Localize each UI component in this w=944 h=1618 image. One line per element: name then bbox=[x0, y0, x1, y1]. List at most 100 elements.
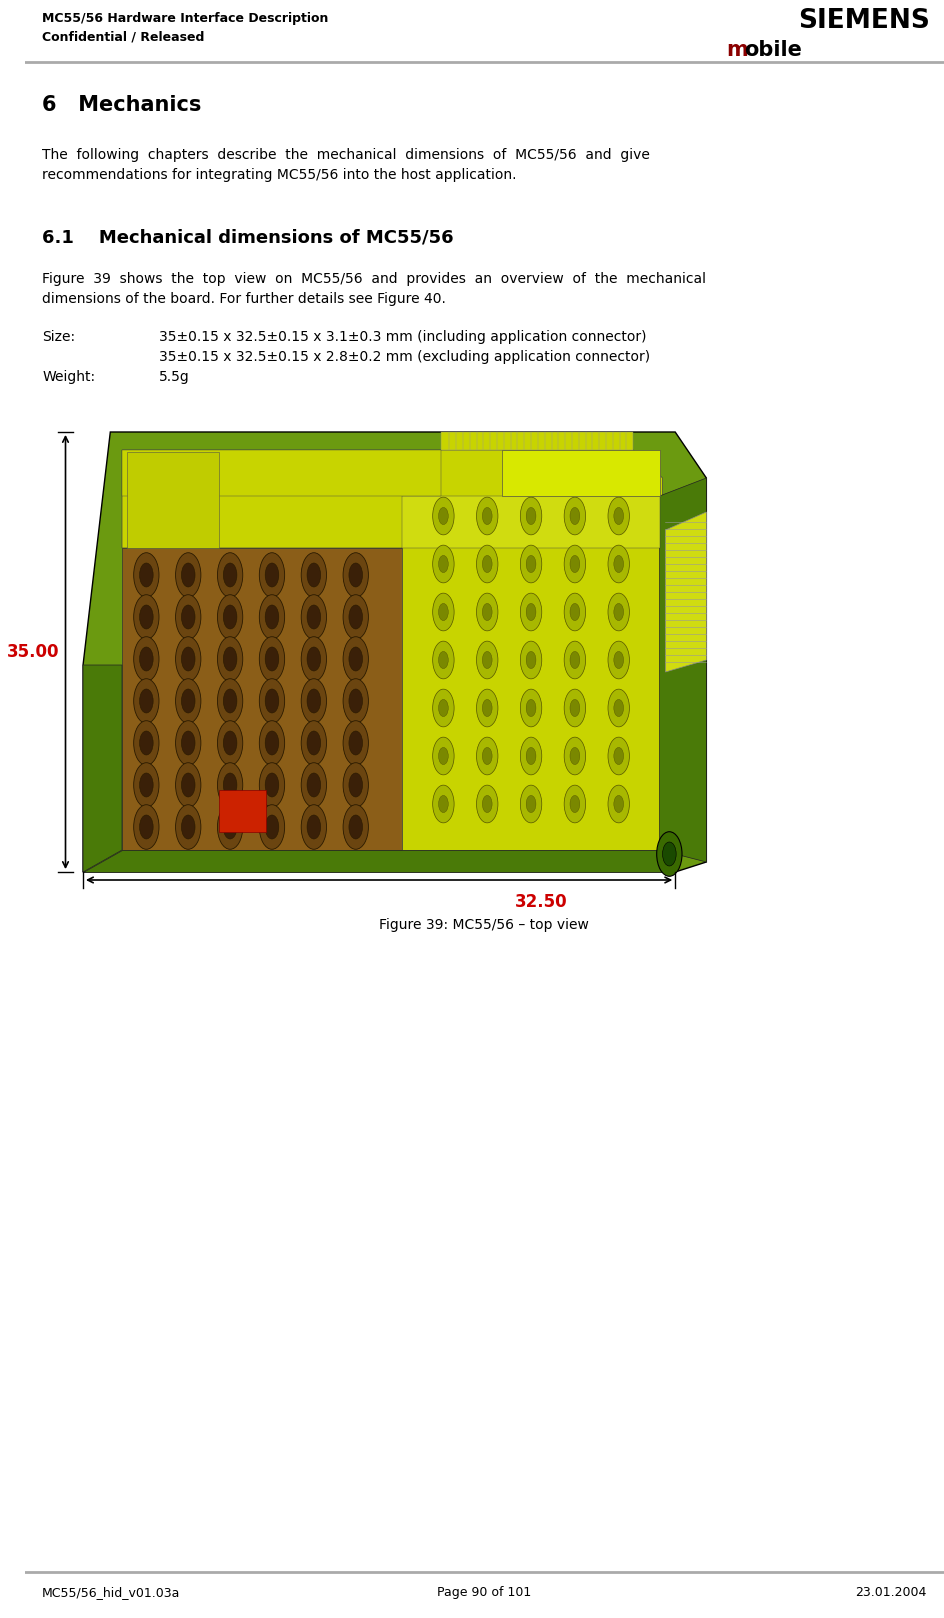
Circle shape bbox=[181, 773, 195, 798]
Circle shape bbox=[608, 545, 630, 582]
Circle shape bbox=[301, 762, 327, 807]
Circle shape bbox=[217, 637, 243, 681]
Circle shape bbox=[349, 563, 362, 587]
Text: 6   Mechanics: 6 Mechanics bbox=[42, 95, 201, 115]
Circle shape bbox=[224, 563, 237, 587]
Circle shape bbox=[526, 748, 536, 765]
Circle shape bbox=[260, 804, 285, 849]
Circle shape bbox=[565, 689, 585, 726]
Circle shape bbox=[217, 804, 243, 849]
Circle shape bbox=[349, 647, 362, 671]
Circle shape bbox=[224, 731, 237, 756]
Circle shape bbox=[477, 738, 497, 775]
Circle shape bbox=[140, 815, 153, 840]
Polygon shape bbox=[402, 497, 660, 549]
Text: Size:: Size: bbox=[42, 330, 76, 345]
Circle shape bbox=[477, 594, 497, 631]
Circle shape bbox=[181, 605, 195, 629]
Polygon shape bbox=[83, 665, 122, 872]
Circle shape bbox=[181, 563, 195, 587]
Circle shape bbox=[565, 594, 585, 631]
Circle shape bbox=[181, 647, 195, 671]
Circle shape bbox=[301, 804, 327, 849]
Circle shape bbox=[307, 647, 321, 671]
Circle shape bbox=[608, 738, 630, 775]
Polygon shape bbox=[83, 432, 706, 872]
Circle shape bbox=[343, 762, 368, 807]
Circle shape bbox=[614, 796, 624, 812]
Circle shape bbox=[614, 508, 624, 524]
Circle shape bbox=[343, 804, 368, 849]
Text: obile: obile bbox=[744, 40, 802, 60]
Circle shape bbox=[301, 553, 327, 597]
Circle shape bbox=[432, 689, 454, 726]
Text: Weight:: Weight: bbox=[42, 371, 95, 383]
Circle shape bbox=[614, 699, 624, 717]
Circle shape bbox=[520, 785, 542, 824]
Circle shape bbox=[526, 699, 536, 717]
Circle shape bbox=[176, 595, 201, 639]
Circle shape bbox=[176, 678, 201, 723]
Text: 35±0.15 x 32.5±0.15 x 2.8±0.2 mm (excluding application connector): 35±0.15 x 32.5±0.15 x 2.8±0.2 mm (exclud… bbox=[159, 349, 650, 364]
Circle shape bbox=[343, 678, 368, 723]
Circle shape bbox=[520, 738, 542, 775]
Circle shape bbox=[217, 595, 243, 639]
Circle shape bbox=[343, 720, 368, 765]
Circle shape bbox=[307, 605, 321, 629]
Circle shape bbox=[260, 637, 285, 681]
Circle shape bbox=[520, 641, 542, 680]
Circle shape bbox=[260, 678, 285, 723]
Circle shape bbox=[608, 594, 630, 631]
Circle shape bbox=[307, 731, 321, 756]
Circle shape bbox=[439, 748, 448, 765]
Circle shape bbox=[477, 785, 497, 824]
Circle shape bbox=[526, 508, 536, 524]
Circle shape bbox=[224, 647, 237, 671]
Circle shape bbox=[570, 796, 580, 812]
Circle shape bbox=[608, 785, 630, 824]
Circle shape bbox=[608, 641, 630, 680]
Polygon shape bbox=[666, 511, 706, 671]
Circle shape bbox=[663, 841, 676, 866]
Circle shape bbox=[176, 804, 201, 849]
Circle shape bbox=[482, 796, 492, 812]
Circle shape bbox=[134, 595, 159, 639]
Polygon shape bbox=[122, 549, 402, 849]
Circle shape bbox=[608, 689, 630, 726]
Circle shape bbox=[570, 748, 580, 765]
Circle shape bbox=[140, 605, 153, 629]
Circle shape bbox=[608, 497, 630, 536]
Circle shape bbox=[482, 748, 492, 765]
Circle shape bbox=[343, 553, 368, 597]
Circle shape bbox=[134, 678, 159, 723]
Circle shape bbox=[570, 699, 580, 717]
Circle shape bbox=[482, 652, 492, 668]
Text: dimensions of the board. For further details see Figure 40.: dimensions of the board. For further det… bbox=[42, 291, 446, 306]
Circle shape bbox=[176, 637, 201, 681]
Text: Confidential / Released: Confidential / Released bbox=[42, 31, 205, 44]
Circle shape bbox=[301, 720, 327, 765]
Circle shape bbox=[526, 796, 536, 812]
Text: The  following  chapters  describe  the  mechanical  dimensions  of  MC55/56  an: The following chapters describe the mech… bbox=[42, 147, 650, 162]
Circle shape bbox=[565, 738, 585, 775]
Circle shape bbox=[260, 720, 285, 765]
Circle shape bbox=[181, 815, 195, 840]
Circle shape bbox=[565, 497, 585, 536]
Circle shape bbox=[439, 555, 448, 573]
Circle shape bbox=[439, 652, 448, 668]
Circle shape bbox=[301, 637, 327, 681]
Circle shape bbox=[343, 595, 368, 639]
Circle shape bbox=[265, 731, 278, 756]
Circle shape bbox=[260, 595, 285, 639]
Circle shape bbox=[265, 815, 278, 840]
Circle shape bbox=[307, 815, 321, 840]
Text: Figure  39  shows  the  top  view  on  MC55/56  and  provides  an  overview  of : Figure 39 shows the top view on MC55/56 … bbox=[42, 272, 706, 286]
Circle shape bbox=[432, 497, 454, 536]
Circle shape bbox=[217, 553, 243, 597]
Circle shape bbox=[477, 545, 497, 582]
Circle shape bbox=[134, 762, 159, 807]
Circle shape bbox=[477, 689, 497, 726]
Circle shape bbox=[614, 652, 624, 668]
Circle shape bbox=[140, 773, 153, 798]
Circle shape bbox=[176, 762, 201, 807]
